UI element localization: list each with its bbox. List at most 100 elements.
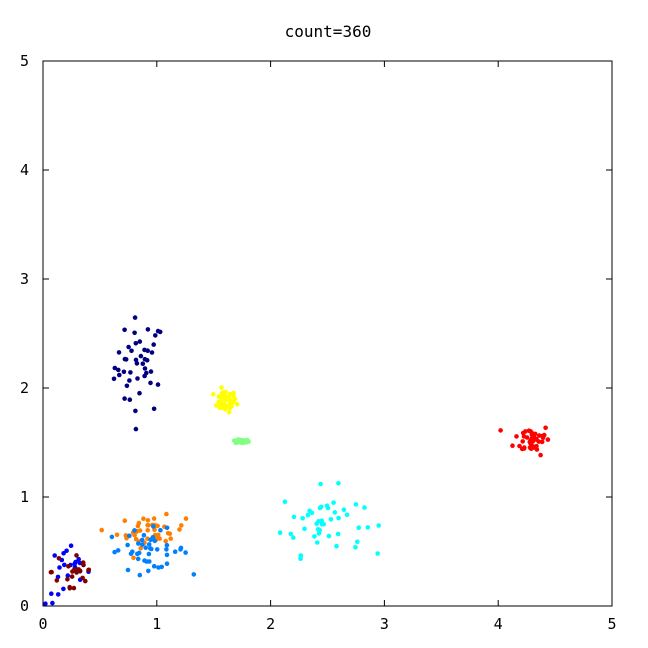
- data-point: [151, 516, 157, 521]
- data-point: [68, 543, 74, 548]
- data-point: [231, 390, 236, 396]
- y-tick-label: 5: [20, 52, 29, 70]
- data-point: [164, 525, 170, 531]
- y-tick-label: 3: [20, 270, 29, 288]
- data-point: [376, 523, 382, 528]
- data-point: [291, 535, 296, 540]
- data-point: [155, 382, 161, 387]
- data-point: [135, 376, 140, 381]
- data-point: [61, 551, 66, 556]
- data-point: [177, 527, 182, 532]
- data-point: [99, 527, 104, 533]
- data-point: [235, 438, 240, 444]
- data-point: [57, 565, 62, 570]
- x-tick-label: 2: [266, 615, 275, 633]
- data-point: [540, 435, 546, 441]
- data-point: [145, 522, 150, 528]
- data-point: [183, 516, 189, 521]
- data-point: [54, 578, 60, 583]
- data-point: [344, 512, 350, 518]
- data-point: [142, 558, 147, 563]
- data-point: [319, 518, 325, 523]
- data-point: [282, 499, 288, 505]
- data-point: [220, 405, 225, 411]
- data-point: [133, 536, 139, 542]
- data-point: [325, 505, 331, 511]
- data-point: [133, 408, 138, 414]
- data-point: [231, 394, 236, 399]
- data-point: [116, 350, 122, 355]
- data-point: [116, 367, 121, 373]
- data-point: [125, 567, 131, 573]
- data-point: [510, 443, 515, 449]
- data-point: [48, 570, 54, 575]
- data-point: [109, 534, 115, 540]
- data-point: [288, 531, 294, 537]
- data-point: [228, 398, 233, 403]
- data-point: [145, 528, 150, 533]
- data-point: [124, 383, 130, 389]
- data-point: [127, 397, 133, 403]
- y-axis: 0 1 2 3 4 5: [20, 52, 612, 615]
- data-point: [331, 500, 336, 505]
- data-point: [144, 370, 149, 376]
- y-tick-label: 4: [20, 161, 29, 179]
- data-point: [143, 545, 148, 550]
- data-point: [122, 327, 127, 333]
- data-point: [227, 391, 233, 397]
- x-axis: 0 1 2 3 4 5: [38, 61, 617, 633]
- data-point: [183, 550, 188, 555]
- data-point: [519, 446, 525, 452]
- data-point: [144, 358, 150, 363]
- data-point: [157, 329, 163, 335]
- data-point: [140, 542, 145, 547]
- data-point: [138, 353, 144, 359]
- data-point: [164, 552, 170, 558]
- data-point: [213, 403, 219, 408]
- data-point: [336, 480, 341, 486]
- data-point: [76, 556, 81, 562]
- points-layer: [43, 315, 551, 606]
- data-point: [43, 601, 48, 606]
- data-point: [128, 551, 134, 556]
- data-point: [127, 378, 132, 383]
- data-point: [530, 444, 536, 449]
- data-point: [138, 545, 143, 551]
- data-point: [524, 435, 530, 440]
- y-tick-label: 2: [20, 379, 29, 397]
- data-point: [146, 551, 152, 557]
- data-point: [148, 380, 153, 386]
- data-point: [141, 516, 146, 521]
- x-tick-label: 0: [38, 615, 47, 633]
- data-point: [74, 553, 79, 558]
- data-point: [132, 330, 137, 336]
- data-point: [152, 538, 158, 544]
- data-point: [302, 526, 307, 532]
- data-point: [56, 556, 62, 561]
- data-point: [134, 361, 140, 366]
- y-tick-label: 1: [20, 488, 29, 506]
- data-point: [523, 429, 528, 434]
- x-tick-label: 3: [380, 615, 389, 633]
- data-point: [131, 555, 136, 561]
- data-point: [158, 527, 163, 533]
- data-point: [355, 539, 360, 545]
- data-point: [179, 523, 184, 528]
- data-point: [55, 574, 61, 580]
- chart-title: count=360: [285, 22, 372, 41]
- data-point: [149, 350, 155, 355]
- data-point: [326, 533, 332, 539]
- data-point: [307, 508, 312, 514]
- data-point: [122, 518, 128, 523]
- data-point: [133, 426, 139, 432]
- data-point: [49, 591, 54, 596]
- data-point: [136, 550, 142, 556]
- data-point: [211, 392, 216, 397]
- data-point: [50, 600, 55, 606]
- data-point: [168, 536, 173, 541]
- data-point: [317, 505, 323, 511]
- data-point: [154, 547, 160, 552]
- data-point: [121, 369, 127, 375]
- data-point: [146, 542, 152, 547]
